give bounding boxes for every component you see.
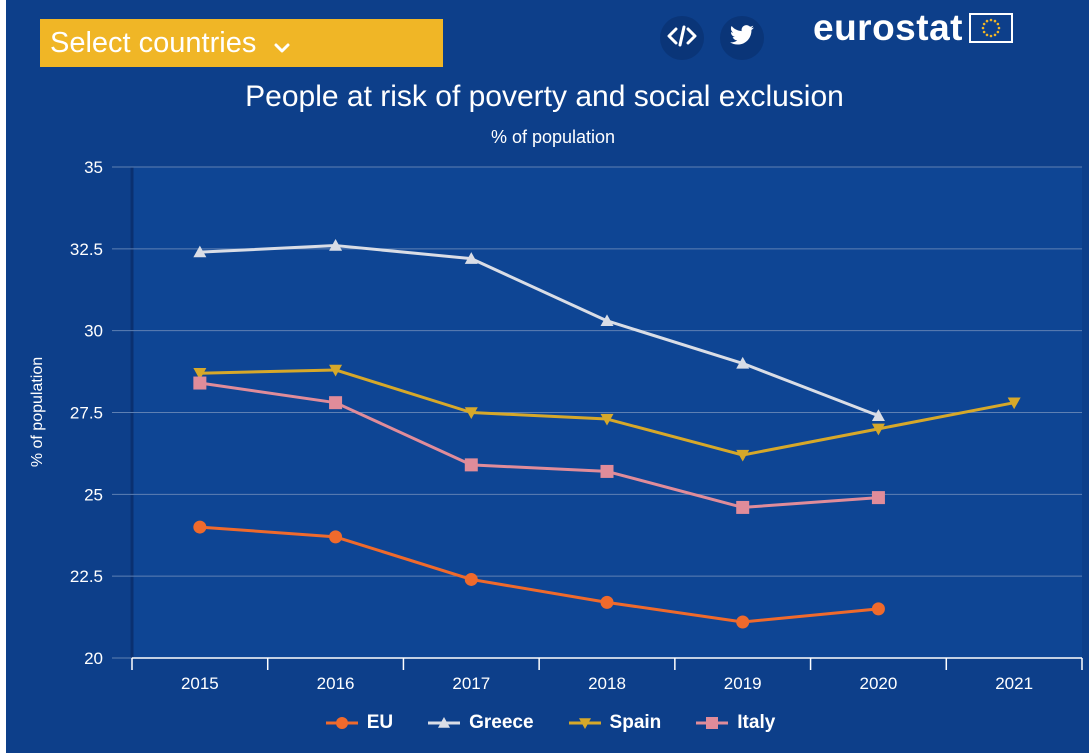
legend-label: EU [366,712,394,733]
select-countries-button[interactable]: Select countries [40,19,443,67]
code-icon [667,25,697,52]
y-tick-label: 27.5 [70,404,103,423]
data-point-eu [464,572,478,586]
x-tick-label: 2017 [452,674,490,693]
legend-item-spain[interactable]: Spain [568,712,662,734]
data-point-greece [600,314,614,327]
data-point-italy [329,396,343,410]
x-tick-label: 2016 [317,674,355,693]
data-point-italy [600,464,614,478]
data-point-italy [736,500,750,514]
data-point-spain [329,364,343,377]
legend-symbol [696,717,729,729]
data-point-eu [736,615,750,629]
x-tick-label: 2019 [724,674,762,693]
y-tick-label: 30 [84,322,103,341]
twitter-icon [729,24,755,52]
x-tick-label: 2021 [995,674,1033,693]
series-line-eu [199,525,879,624]
data-point-italy [193,376,207,390]
data-point-spain [464,407,478,419]
data-point-spain [600,413,614,426]
data-point-greece [193,245,207,258]
y-tick-label: 22.5 [70,567,103,586]
x-tick-label: 2020 [860,674,898,693]
eu-flag-icon [968,13,1013,43]
legend-marker [706,717,719,729]
legend-symbol [325,717,358,729]
legend-item-greece[interactable]: Greece [427,712,534,734]
y-tick-label: 32.5 [70,240,103,259]
legend-symbol [428,717,461,728]
data-point-eu [600,595,614,609]
legend-marker [438,717,451,728]
legend-label: Italy [737,712,776,733]
twitter-share-button[interactable] [720,16,764,60]
y-axis-label: % of population [29,357,46,467]
data-point-italy [464,458,478,472]
legend-item-italy[interactable]: Italy [695,712,775,734]
legend-marker [578,718,591,729]
legend-label: Greece [469,712,534,733]
chart-title: People at risk of poverty and social exc… [245,80,844,113]
logo-text: eurostat [813,7,963,48]
y-tick-label: 20 [84,649,103,668]
data-point-spain [193,368,207,380]
legend-symbol [568,718,601,729]
data-point-italy [871,491,885,505]
series-line-greece [199,244,879,418]
data-point-greece [871,409,885,421]
data-point-spain [1007,397,1021,410]
eurostat-logo[interactable]: eurostat [813,7,1013,48]
data-point-eu [193,520,207,534]
embed-button[interactable] [660,16,704,60]
select-countries-label: Select countries [50,26,257,59]
data-point-greece [329,239,343,251]
data-point-eu [329,530,343,544]
data-point-spain [736,449,750,462]
data-point-greece [736,356,750,369]
x-tick-label: 2015 [181,674,219,693]
y-tick-label: 25 [84,485,103,504]
y-tick-label: 35 [84,158,103,177]
legend-label: Spain [609,712,662,733]
data-point-spain [871,423,885,436]
legend-item-eu[interactable]: EU [325,712,393,734]
x-tick-label: 2018 [588,674,626,693]
data-point-eu [871,602,885,616]
legend-marker [335,717,348,729]
chart-legend: EU Greece Spain Italy [0,712,1089,734]
chart-subtitle: % of population [490,127,616,147]
data-point-greece [464,252,478,264]
series-line-italy [199,381,879,509]
chevron-down-icon [272,33,292,53]
